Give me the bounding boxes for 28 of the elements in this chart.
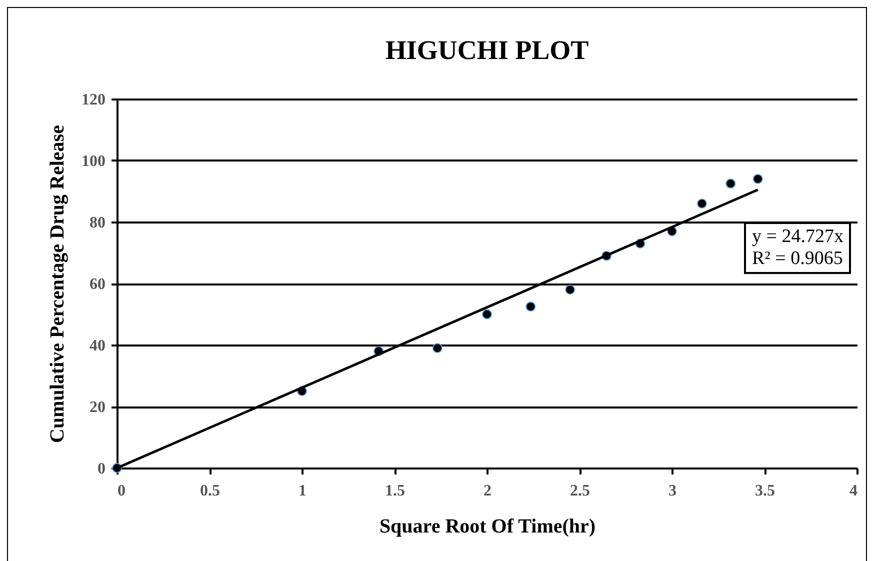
y-tick-label: 120 xyxy=(82,92,106,108)
x-tick-label: 0.5 xyxy=(200,482,220,500)
y-tick-label: 60 xyxy=(90,276,106,293)
point xyxy=(526,302,536,312)
point xyxy=(565,284,576,295)
x-tick-label: 4 xyxy=(850,482,858,500)
point xyxy=(752,174,763,184)
x-tick-label: 2.5 xyxy=(570,482,590,500)
annotation: R² = 0.9065 xyxy=(752,248,844,270)
y-tick-label: 80 xyxy=(90,214,106,232)
x-tick-label: 0 xyxy=(118,482,126,500)
chart-title: HIGUCHI PLOT xyxy=(385,35,589,65)
point xyxy=(432,343,442,354)
y-tick-label: 0 xyxy=(98,460,106,478)
y-axis-title: Cumulative Percentage Drug Release xyxy=(46,124,68,443)
x-tick-label: 3.5 xyxy=(755,482,775,500)
y-tick-label: 100 xyxy=(82,153,106,170)
x-tick-label: 1.5 xyxy=(385,482,405,500)
point xyxy=(482,309,492,320)
x-tick-label: 1 xyxy=(298,482,306,500)
y-tick-label: 40 xyxy=(90,338,106,354)
y-tick-label: 20 xyxy=(90,399,106,416)
point xyxy=(726,178,736,189)
x-axis-title: Square Root Of Time(hr) xyxy=(379,516,596,538)
x-tick-label: 2 xyxy=(484,482,492,500)
x-tick-label: 3 xyxy=(668,482,676,500)
annotation: y = 24.727x xyxy=(752,226,844,248)
point xyxy=(697,198,707,209)
